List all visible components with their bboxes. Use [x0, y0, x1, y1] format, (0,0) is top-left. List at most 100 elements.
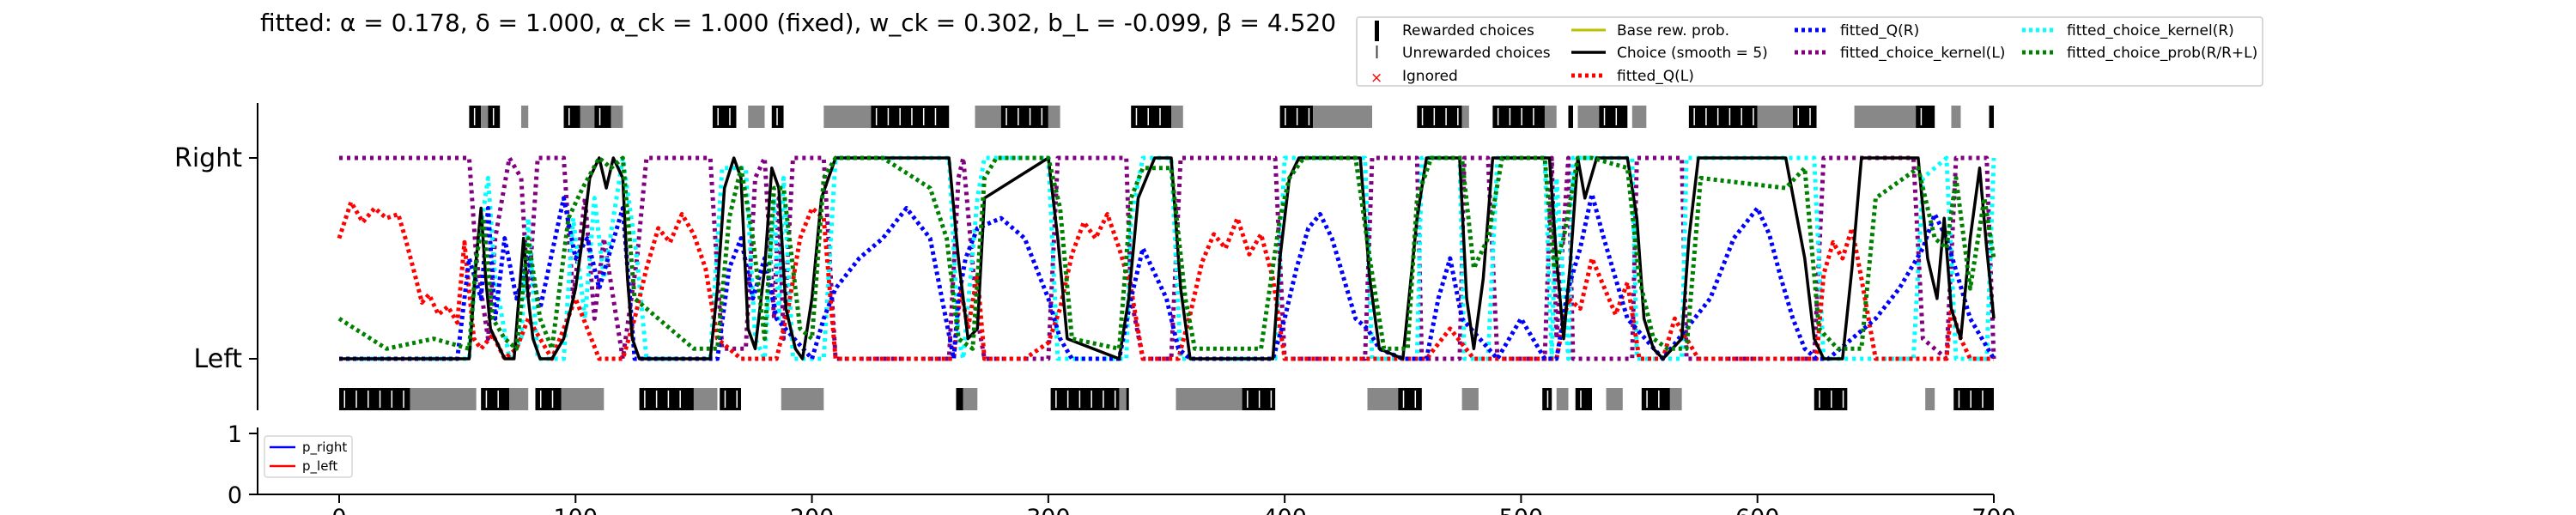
- right-choice-block-gap-12-252: [934, 108, 937, 125]
- right-choice-block-gap-28-588: [1728, 108, 1731, 125]
- x-ticks: 0 100 200 300 400 500 600 700: [331, 494, 2016, 515]
- left-choice-block-gap-0-12: [368, 391, 369, 408]
- right-choice-block-gap-22-505: [1533, 108, 1534, 125]
- right-choice-block-gap-10-185: [776, 108, 778, 125]
- right-choice-block-gap-16-347: [1159, 108, 1161, 125]
- x-tick-label-100: 100: [554, 505, 598, 515]
- left-choice-block-gap-6-129: [644, 391, 646, 408]
- right-choice-block-gap-20-463: [1433, 108, 1436, 125]
- bottom-legend: p_right p_left: [264, 435, 353, 478]
- right-choice-block-gap-12-242: [911, 108, 913, 125]
- left-choice-block-gap-20-511: [1546, 391, 1549, 408]
- left-choice-block-gap-18-455: [1414, 391, 1417, 408]
- x-tick-label-500: 500: [1499, 505, 1544, 515]
- right-choice-block-gap-28-573: [1693, 108, 1695, 125]
- right-choice-block-13: [975, 106, 1001, 128]
- right-choice-block-gap-2-65: [492, 108, 495, 125]
- right-choice-block-3: [520, 106, 529, 128]
- right-choice-block-11: [823, 106, 872, 128]
- right-choice-block-gap-28-593: [1741, 108, 1742, 125]
- left-choice-block-8: [720, 388, 741, 410]
- left-choice-block-gap-16-389: [1258, 391, 1261, 408]
- legend-label-choice-smooth: Choice (smooth = 5): [1617, 45, 1768, 62]
- left-choice-block-gap-26-626: [1819, 391, 1820, 408]
- left-choice-block-gap-26-636: [1842, 391, 1844, 408]
- left-choice-block-gap-4-85: [539, 391, 542, 408]
- x-tick-label-200: 200: [790, 505, 835, 515]
- right-choice-block-28: [1688, 106, 1758, 128]
- right-choice-block-gap-14-297: [1041, 108, 1043, 125]
- left-choice-block-18: [1398, 388, 1422, 410]
- left-choice-block-5: [561, 388, 605, 410]
- left-choice-block-gap-4-90: [551, 391, 554, 408]
- right-choice-block-27: [1631, 106, 1647, 128]
- right-choice-block-9: [748, 106, 765, 128]
- left-choice-block-19: [1461, 388, 1479, 410]
- right-choice-block-gap-12-237: [899, 108, 901, 125]
- right-choice-block-gap-18-400: [1285, 108, 1286, 125]
- left-choice-block-gap-0-17: [379, 391, 381, 408]
- series-layer: [337, 155, 1996, 361]
- right-choice-block-gap-14-292: [1029, 108, 1031, 125]
- right-choice-block-4: [563, 106, 580, 128]
- right-choice-block-gap-18-405: [1296, 108, 1298, 125]
- legend-label-unrewarded: Unrewarded choices: [1402, 45, 1551, 62]
- legend: Rewarded choices Unrewarded choices × Ig…: [1356, 16, 2263, 87]
- x-tick-label-700: 700: [1971, 505, 2016, 515]
- left-choice-block-21: [1556, 388, 1569, 410]
- right-choice-block-14: [1000, 106, 1048, 128]
- left-choice-block-22: [1575, 388, 1593, 410]
- right-choice-block-12: [871, 106, 950, 128]
- right-choice-block-gap-12-247: [922, 108, 925, 125]
- legend-label-q-left: fitted_Q(L): [1617, 68, 1694, 85]
- y-tick-label-left: Left: [194, 344, 243, 374]
- left-choice-block-gap-12-328: [1114, 391, 1116, 408]
- left-choice-block-gap-24-553: [1646, 391, 1648, 408]
- left-choice-block-gap-0-7: [355, 391, 357, 408]
- right-choice-block-24: [1568, 106, 1573, 128]
- right-choice-block-gap-22-500: [1521, 108, 1522, 125]
- right-choice-block-19: [1313, 106, 1372, 128]
- right-choice-block-gap-26-535: [1603, 108, 1606, 125]
- left-choice-block-gap-2-67: [497, 391, 499, 408]
- right-choice-block-20: [1417, 106, 1462, 128]
- left-choice-block-gap-22-525: [1580, 391, 1582, 408]
- left-choice-ticks: [339, 388, 1994, 410]
- right-choice-block-29: [1757, 106, 1794, 128]
- right-choice-block-7: [611, 106, 623, 128]
- left-choice-block-gap-28-685: [1958, 391, 1960, 408]
- left-choice-block-0: [339, 388, 410, 410]
- right-choice-block-gap-30-617: [1797, 108, 1800, 125]
- legend-label-base-rew: Base rew. prob.: [1617, 22, 1729, 39]
- right-choice-block-30: [1793, 106, 1817, 128]
- x-tick-label-400: 400: [1262, 505, 1307, 515]
- right-choice-block-22: [1492, 106, 1545, 128]
- left-choice-block-gap-12-308: [1066, 391, 1069, 408]
- left-choice-block-gap-18-450: [1402, 391, 1405, 408]
- left-choice-block-9: [781, 388, 824, 410]
- right-choice-block-gap-20-458: [1421, 108, 1424, 125]
- right-choice-block-26: [1599, 106, 1628, 128]
- left-choice-block-gap-0-27: [403, 391, 404, 408]
- right-choice-block-gap-32-669: [1920, 108, 1923, 125]
- left-choice-block-11: [963, 388, 978, 410]
- legend-label-q-right: fitted_Q(R): [1840, 22, 1919, 39]
- left-choice-block-1: [410, 388, 477, 410]
- y-tick-label-right: Right: [174, 143, 242, 173]
- left-choice-block-2: [481, 388, 510, 410]
- right-choice-block-gap-0-57: [473, 108, 476, 125]
- legend-label-rewarded: Rewarded choices: [1402, 22, 1534, 39]
- left-choice-block-gap-24-558: [1658, 391, 1660, 408]
- chart-title: fitted: α = 0.178, δ = 1.000, α_ck = 1.0…: [260, 9, 1336, 37]
- right-choice-block-gap-6-110: [598, 108, 601, 125]
- right-choice-block-gap-16-342: [1147, 108, 1149, 125]
- right-choice-block-gap-8-165: [729, 108, 731, 125]
- x-tick-label-600: 600: [1735, 505, 1780, 515]
- series-fitted-choice-prob: [337, 155, 1996, 351]
- right-choice-block-34: [1989, 106, 1994, 128]
- right-choice-block-gap-22-495: [1509, 108, 1511, 125]
- left-choice-block-gap-12-323: [1103, 391, 1104, 408]
- left-choice-block-gap-12-313: [1078, 391, 1081, 408]
- right-choice-block-17: [1171, 106, 1183, 128]
